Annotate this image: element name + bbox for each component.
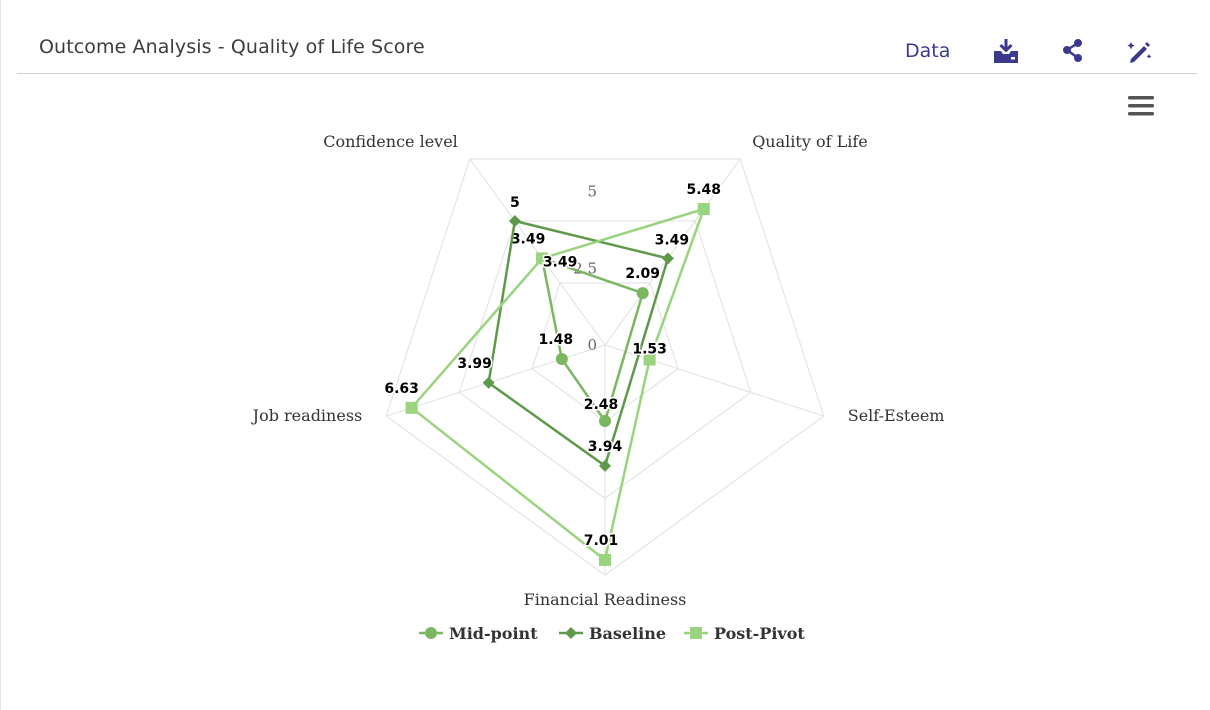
- legend-label-mid-point[interactable]: Mid-point: [449, 624, 538, 643]
- radial-tick-label: 2.5: [573, 259, 597, 277]
- post-pivot-point: [405, 401, 418, 414]
- mid-point-data-label: 2.48: [584, 397, 619, 413]
- mid-point-point: [599, 415, 611, 428]
- grid-spoke: [604, 344, 824, 417]
- legend-marker-mid-point: [425, 627, 437, 639]
- baseline-data-label: 5: [510, 195, 520, 211]
- axis-label-quality-of-life: Quality of Life: [752, 132, 868, 151]
- grid-spoke: [386, 344, 606, 417]
- share-icon[interactable]: [1059, 37, 1087, 65]
- data-button[interactable]: Data: [905, 40, 951, 62]
- baseline-point: [599, 459, 611, 472]
- baseline-point: [482, 376, 495, 389]
- axis-label-financial-readiness: Financial Readiness: [524, 590, 687, 609]
- radial-tick-label: 0: [587, 336, 597, 354]
- baseline-data-label: 3.94: [588, 439, 623, 455]
- edit-icon[interactable]: [1125, 37, 1153, 65]
- hamburger-menu-icon[interactable]: [1125, 92, 1157, 120]
- legend-label-baseline[interactable]: Baseline: [589, 624, 666, 643]
- post-pivot-series-line: [410, 207, 706, 562]
- legend-label-post-pivot[interactable]: Post-Pivot: [714, 624, 805, 643]
- radial-tick-label: 5: [587, 183, 597, 201]
- post-pivot-data-label: 1.53: [632, 341, 667, 357]
- axis-label-confidence-level: Confidence level: [323, 132, 458, 151]
- grid-ring-1: [531, 282, 679, 423]
- post-pivot-data-label: 7.01: [584, 533, 619, 549]
- baseline-point: [508, 214, 521, 227]
- mid-point-point: [636, 287, 649, 300]
- axis-label-self-esteem: Self-Esteem: [848, 406, 945, 425]
- mid-point-data-label: 1.48: [539, 332, 574, 348]
- grid-spoke: [469, 158, 606, 346]
- post-pivot-data-label: 3.49: [543, 254, 578, 270]
- grid-ring-2: [458, 220, 752, 499]
- post-pivot-point: [536, 252, 549, 265]
- download-icon[interactable]: [992, 37, 1020, 65]
- post-pivot-point: [697, 203, 710, 216]
- baseline-point: [661, 252, 674, 265]
- legend-marker-baseline: [565, 627, 577, 639]
- baseline-data-label: 3.99: [457, 356, 492, 372]
- mid-point-point: [555, 353, 568, 366]
- mid-point-data-label: 3.49: [511, 231, 546, 247]
- mid-point-data-label: 2.09: [625, 266, 660, 282]
- baseline-data-label: 3.49: [655, 232, 690, 248]
- grid-spoke: [604, 158, 741, 346]
- post-pivot-point: [643, 353, 656, 366]
- axis-label-job-readiness: Job readiness: [251, 406, 363, 425]
- post-pivot-data-label: 6.63: [384, 381, 419, 397]
- page-title: Outcome Analysis - Quality of Life Score: [39, 36, 425, 58]
- post-pivot-point: [599, 553, 611, 566]
- legend-marker-post-pivot: [690, 627, 702, 639]
- panel-header: Outcome Analysis - Quality of Life Score…: [17, 22, 1197, 74]
- grid-ring-3: [385, 158, 825, 576]
- post-pivot-data-label: 5.48: [687, 182, 722, 198]
